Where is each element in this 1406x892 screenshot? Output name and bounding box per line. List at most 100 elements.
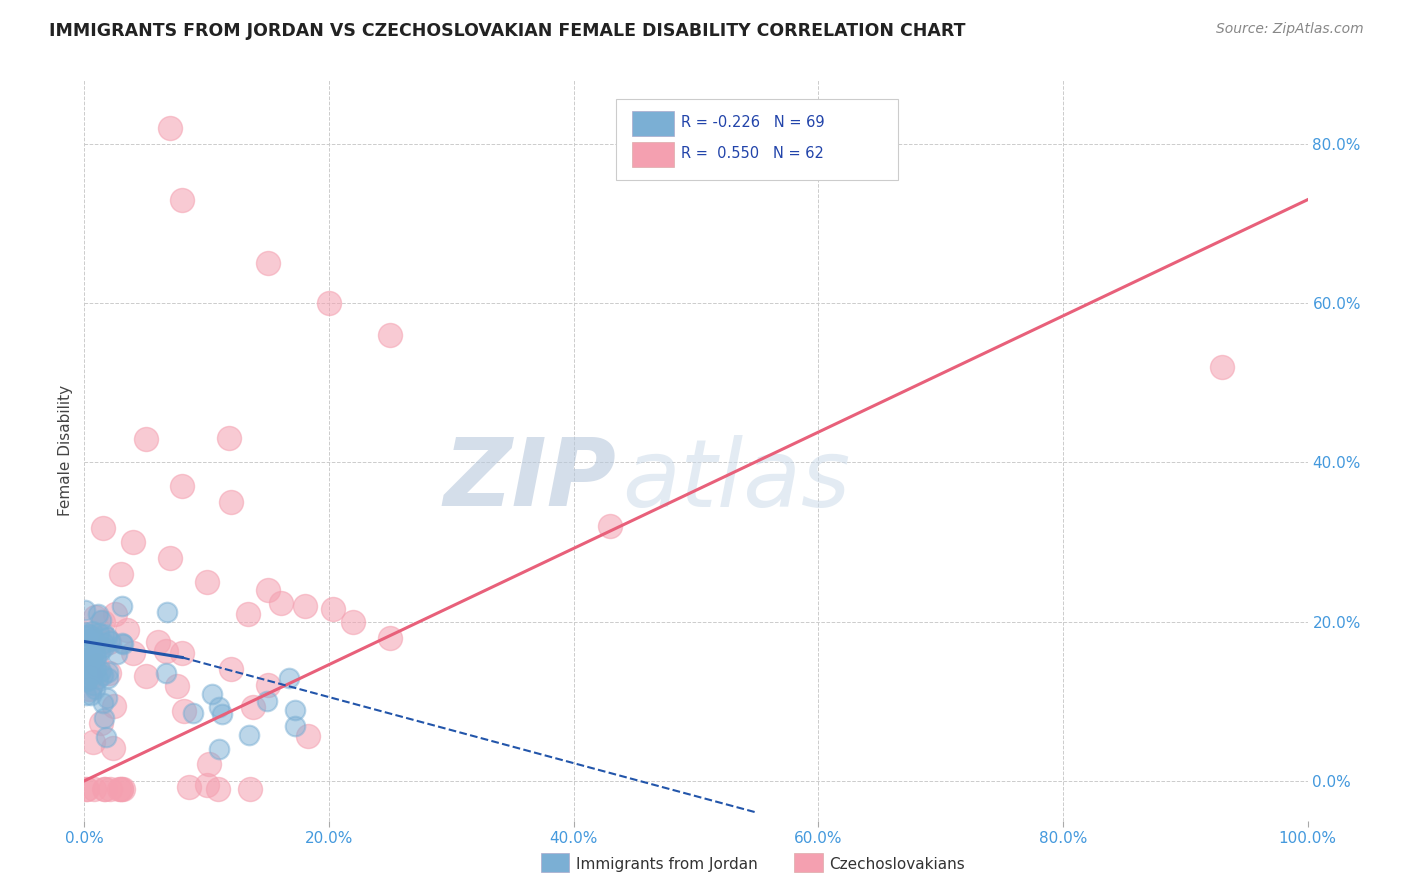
Point	[87, 607, 110, 621]
Point	[97, 666, 120, 681]
Point	[82, 678, 104, 692]
Point	[82, 631, 104, 645]
Point	[77, 649, 100, 664]
Point	[198, 757, 221, 772]
Point	[82, 640, 104, 654]
Point	[80, 663, 103, 677]
Point	[173, 704, 195, 718]
Point	[84, 646, 107, 660]
Point	[93, 711, 115, 725]
Point	[79, 668, 101, 682]
Text: R = -0.226   N = 69: R = -0.226 N = 69	[682, 115, 825, 130]
Point	[110, 781, 132, 796]
Point	[76, 781, 98, 796]
Point	[91, 521, 114, 535]
Text: Immigrants from Jordan: Immigrants from Jordan	[576, 857, 758, 871]
Point	[77, 667, 100, 681]
Point	[82, 665, 104, 680]
Point	[155, 644, 177, 658]
Point	[76, 674, 98, 689]
Point	[91, 615, 114, 629]
Point	[73, 633, 96, 648]
Point	[257, 582, 280, 597]
Point	[80, 649, 103, 664]
Point	[111, 637, 134, 651]
Point	[380, 328, 402, 343]
Point	[79, 651, 101, 665]
Point	[218, 431, 240, 445]
Point	[322, 602, 344, 616]
Point	[96, 690, 118, 705]
Point	[77, 682, 100, 697]
Point	[380, 631, 402, 645]
Point	[84, 682, 107, 697]
Point	[93, 640, 115, 654]
Point	[135, 432, 157, 446]
Point	[75, 624, 97, 639]
Point	[257, 678, 280, 692]
Point	[75, 647, 97, 661]
Point	[219, 662, 242, 676]
Point	[270, 596, 292, 610]
Point	[93, 781, 115, 796]
Text: R =  0.550   N = 62: R = 0.550 N = 62	[682, 146, 824, 161]
Point	[156, 605, 179, 619]
Point	[101, 740, 124, 755]
Point	[90, 664, 112, 678]
Point	[159, 550, 181, 565]
Point	[146, 634, 169, 648]
Point	[77, 627, 100, 641]
Point	[84, 648, 107, 662]
Point	[75, 688, 97, 702]
Point	[83, 665, 105, 679]
Point	[82, 632, 104, 646]
Point	[94, 781, 117, 796]
Point	[159, 121, 181, 136]
Point	[256, 694, 278, 708]
Point	[111, 781, 134, 796]
Point	[75, 654, 97, 668]
Point	[77, 653, 100, 667]
Point	[211, 706, 233, 721]
Point	[181, 706, 204, 720]
Point	[318, 296, 340, 310]
Point	[111, 636, 134, 650]
Text: ZIP: ZIP	[443, 434, 616, 526]
Point	[172, 193, 194, 207]
Text: Source: ZipAtlas.com: Source: ZipAtlas.com	[1216, 22, 1364, 37]
Point	[278, 671, 301, 685]
Point	[297, 729, 319, 743]
Point	[122, 647, 145, 661]
Point	[135, 669, 157, 683]
Point	[172, 479, 194, 493]
Point	[79, 670, 101, 684]
Point	[195, 778, 218, 792]
Point	[179, 780, 201, 795]
Point	[93, 636, 115, 650]
Point	[284, 703, 307, 717]
Point	[84, 610, 107, 624]
Point	[294, 599, 316, 613]
Point	[90, 613, 112, 627]
Point	[80, 624, 103, 639]
Point	[90, 715, 112, 730]
Point	[103, 699, 125, 714]
Point	[207, 781, 229, 796]
Point	[77, 663, 100, 677]
FancyBboxPatch shape	[633, 111, 673, 136]
Point	[599, 519, 621, 533]
Point	[100, 781, 122, 796]
Point	[80, 649, 103, 664]
Point	[77, 663, 100, 677]
Point	[76, 673, 98, 687]
Point	[342, 615, 364, 629]
Text: Czechoslovakians: Czechoslovakians	[830, 857, 966, 871]
Point	[195, 574, 218, 589]
Point	[110, 781, 132, 796]
Point	[98, 634, 121, 648]
Point	[89, 645, 111, 659]
Point	[239, 781, 262, 796]
Text: atlas: atlas	[623, 434, 851, 525]
Point	[219, 495, 242, 509]
Point	[107, 647, 129, 661]
